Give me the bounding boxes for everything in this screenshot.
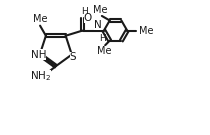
- Text: Me: Me: [139, 26, 153, 36]
- Text: NH: NH: [31, 50, 46, 60]
- Text: H: H: [81, 7, 88, 16]
- Text: Me: Me: [97, 46, 111, 56]
- Text: O: O: [84, 13, 92, 23]
- Text: Me: Me: [93, 5, 108, 15]
- Text: NH$_2$: NH$_2$: [30, 70, 51, 83]
- Text: H: H: [99, 34, 105, 43]
- Text: N: N: [94, 20, 102, 30]
- Text: S: S: [70, 52, 76, 62]
- Text: Me: Me: [33, 14, 47, 24]
